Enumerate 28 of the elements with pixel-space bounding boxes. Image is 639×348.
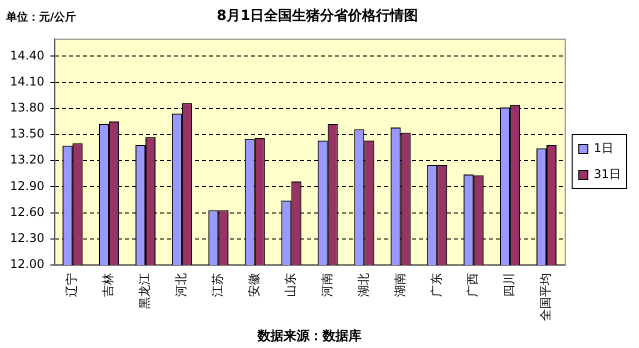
legend-label: 31日: [594, 167, 622, 182]
x-tick-label: 黑龙江: [138, 273, 152, 309]
x-tick-label: 广东: [429, 273, 444, 297]
x-tick-label: 河北: [174, 273, 188, 297]
chart-title: 8月1日全国生猪分省价格行情图: [216, 8, 418, 24]
x-tick-label: 湖南: [392, 273, 407, 297]
y-tick-label: 14.10: [10, 74, 44, 88]
source-note: 数据来源：数据库: [256, 328, 362, 344]
y-tick-label: 14.40: [10, 48, 44, 62]
legend-label: 1日: [594, 141, 614, 156]
y-tick-label: 13.20: [10, 152, 44, 167]
y-tick-label: 13.80: [10, 100, 44, 115]
y-tick-label: 12.60: [10, 204, 44, 219]
x-tick-label: 山东: [283, 273, 298, 297]
x-tick-label: 江苏: [210, 273, 225, 297]
y-tick-label: 12.00: [10, 257, 44, 272]
x-tick-label: 安徽: [246, 273, 261, 297]
x-tick-label: 四川: [502, 273, 516, 297]
text: 单位：元/公斤: [5, 10, 76, 24]
y-tick-label: 13.50: [10, 126, 44, 141]
y-tick-label: 12.30: [10, 231, 44, 246]
x-tick-label: 广西: [466, 273, 480, 297]
y-tick-label: 12.90: [10, 178, 44, 193]
x-tick-label: 辽宁: [64, 273, 79, 297]
x-tick-label: 全国平均: [538, 273, 553, 321]
x-tick-label: 河南: [320, 273, 334, 297]
x-tick-label: 湖北: [356, 273, 370, 297]
x-tick-label: 吉林: [101, 273, 116, 297]
